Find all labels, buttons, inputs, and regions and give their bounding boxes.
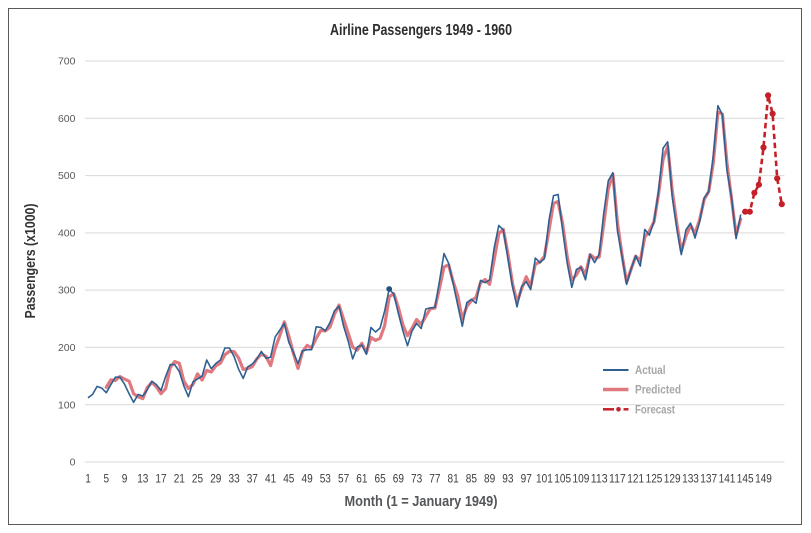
svg-text:Airline Passengers 1949 - 1960: Airline Passengers 1949 - 1960 <box>330 22 512 39</box>
svg-text:145: 145 <box>737 472 754 486</box>
svg-text:100: 100 <box>58 399 76 411</box>
svg-text:25: 25 <box>192 472 203 486</box>
svg-text:137: 137 <box>700 472 717 486</box>
svg-text:45: 45 <box>283 472 294 486</box>
svg-text:Actual: Actual <box>635 365 666 377</box>
svg-text:109: 109 <box>573 472 590 486</box>
svg-text:Passengers (x1000): Passengers (x1000) <box>23 203 39 318</box>
svg-text:69: 69 <box>393 472 404 486</box>
svg-text:9: 9 <box>122 472 128 486</box>
svg-text:57: 57 <box>338 472 349 486</box>
svg-text:61: 61 <box>356 472 367 486</box>
svg-text:41: 41 <box>265 472 276 486</box>
svg-text:73: 73 <box>411 472 422 486</box>
svg-text:85: 85 <box>466 472 477 486</box>
svg-text:Month (1 = January 1949): Month (1 = January 1949) <box>345 494 498 510</box>
svg-text:77: 77 <box>429 472 440 486</box>
svg-text:500: 500 <box>58 170 76 182</box>
svg-text:125: 125 <box>646 472 663 486</box>
svg-text:65: 65 <box>375 472 386 486</box>
svg-text:89: 89 <box>484 472 495 486</box>
svg-text:121: 121 <box>627 472 644 486</box>
svg-text:600: 600 <box>58 113 76 125</box>
svg-text:117: 117 <box>609 472 626 486</box>
svg-text:129: 129 <box>664 472 681 486</box>
svg-text:37: 37 <box>247 472 258 486</box>
svg-text:Forecast: Forecast <box>635 404 675 416</box>
svg-text:5: 5 <box>104 472 110 486</box>
svg-text:13: 13 <box>137 472 148 486</box>
svg-text:29: 29 <box>210 472 221 486</box>
svg-text:149: 149 <box>755 472 772 486</box>
svg-text:33: 33 <box>229 472 240 486</box>
svg-text:101: 101 <box>536 472 553 486</box>
svg-text:97: 97 <box>521 472 532 486</box>
svg-text:141: 141 <box>719 472 736 486</box>
svg-text:81: 81 <box>448 472 459 486</box>
svg-text:105: 105 <box>554 472 571 486</box>
svg-text:400: 400 <box>58 228 76 240</box>
svg-text:300: 300 <box>58 285 76 297</box>
svg-text:93: 93 <box>502 472 513 486</box>
svg-text:113: 113 <box>591 472 608 486</box>
svg-text:49: 49 <box>302 472 313 486</box>
svg-text:21: 21 <box>174 472 185 486</box>
svg-text:200: 200 <box>58 342 76 354</box>
svg-text:17: 17 <box>155 472 166 486</box>
svg-text:133: 133 <box>682 472 699 486</box>
svg-text:700: 700 <box>58 56 76 68</box>
svg-text:1: 1 <box>85 472 91 486</box>
svg-text:Predicted: Predicted <box>635 385 681 397</box>
svg-text:53: 53 <box>320 472 331 486</box>
svg-text:0: 0 <box>70 457 76 469</box>
